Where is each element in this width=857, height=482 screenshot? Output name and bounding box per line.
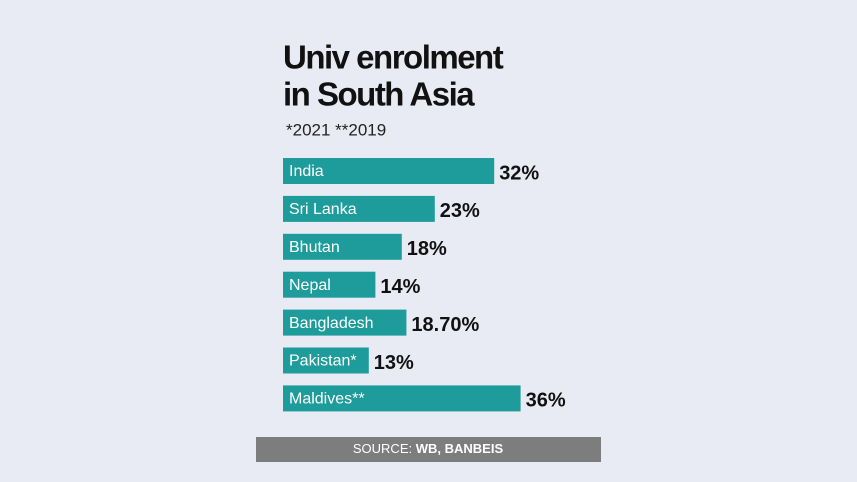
bar bbox=[283, 195, 435, 222]
category-label: Pakistan* bbox=[289, 353, 357, 370]
bar bbox=[283, 385, 521, 412]
value-label: 18% bbox=[407, 238, 447, 260]
category-label: Sri Lanka bbox=[289, 201, 357, 218]
value-label: 36% bbox=[526, 390, 566, 412]
source-box bbox=[256, 437, 601, 462]
bar bbox=[283, 309, 407, 336]
bar bbox=[283, 233, 402, 260]
chart-title: in South Asia bbox=[283, 76, 475, 113]
bar bbox=[283, 271, 376, 298]
value-label: 14% bbox=[380, 276, 420, 298]
chart-title: Univ enrolment bbox=[283, 39, 504, 76]
source-value: WB, BANBEIS bbox=[416, 441, 504, 456]
value-label: 32% bbox=[499, 162, 539, 184]
bar bbox=[283, 158, 495, 184]
category-label: Maldives** bbox=[289, 391, 365, 408]
value-label: 18.70% bbox=[411, 314, 479, 336]
bar bbox=[283, 347, 369, 374]
category-label: India bbox=[289, 163, 324, 180]
source-label: SOURCE: bbox=[353, 441, 412, 456]
subtitle: *2021 **2019 bbox=[286, 120, 386, 139]
category-label: Nepal bbox=[289, 277, 331, 294]
value-label: 13% bbox=[374, 352, 414, 374]
value-label: 23% bbox=[440, 200, 480, 222]
category-label: Bangladesh bbox=[289, 315, 374, 332]
source: SOURCE: WB, BANBEIS bbox=[353, 441, 504, 456]
category-label: Bhutan bbox=[289, 239, 340, 256]
